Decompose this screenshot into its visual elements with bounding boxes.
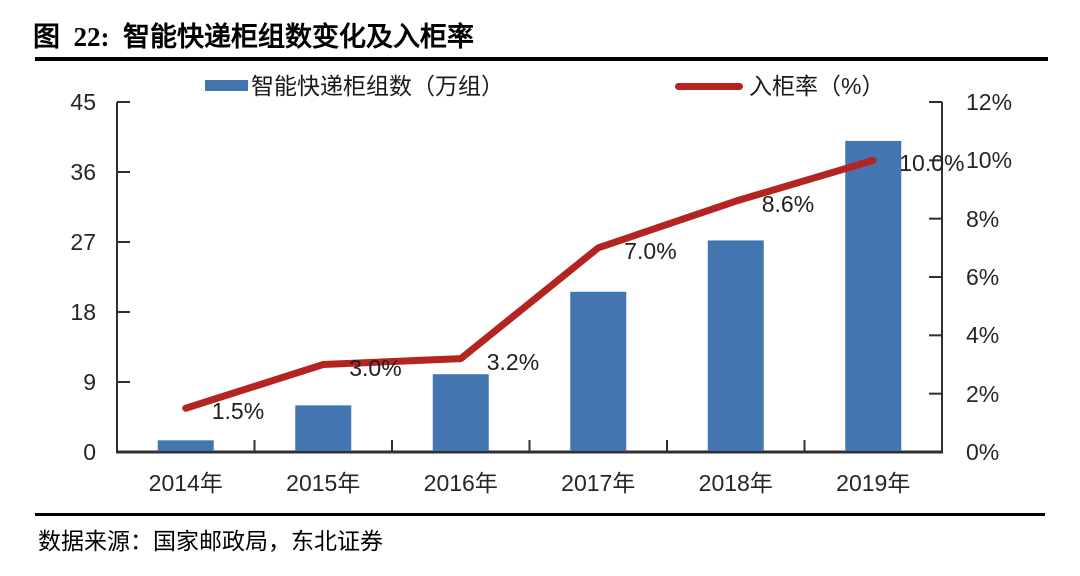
rate-data-label-2019年: 10.0% [899, 150, 965, 177]
data-source-text: 数据来源：国家邮政局，东北证券 [38, 529, 383, 554]
left-axis-label-45: 45 [70, 89, 96, 115]
bar-2018年 [707, 240, 764, 451]
left-axis-label-18: 18 [70, 299, 96, 325]
left-axis-label-36: 36 [70, 159, 96, 185]
rate-data-label-2015年: 3.0% [349, 354, 402, 381]
rate-data-label-2018年: 8.6% [761, 191, 815, 218]
source-divider [35, 513, 1045, 516]
bar-2017年 [570, 291, 627, 451]
title-underline [35, 57, 1048, 61]
right-axis-label-6%: 6% [966, 264, 1000, 290]
bar-2019年 [845, 140, 902, 451]
rate-line [182, 156, 877, 412]
right-axis-label-10%: 10% [966, 147, 1013, 174]
left-axis-label-27: 27 [70, 229, 96, 255]
bar-series-swatch [205, 80, 248, 91]
bar-series-legend-label: 智能快递柜组数（万组） [251, 73, 504, 99]
x-axis-label-2014年: 2014年 [148, 470, 223, 496]
x-axis-label-2016年: 2016年 [423, 470, 498, 496]
bar-2014年 [157, 440, 214, 451]
bar-2016年 [432, 374, 489, 451]
left-axis-label-0: 0 [83, 439, 96, 465]
right-axis-label-0%: 0% [966, 439, 1000, 465]
rate-data-label-2017年: 7.0% [624, 237, 677, 264]
right-axis-label-12%: 12% [966, 89, 1013, 115]
rate-data-label-2016年: 3.2% [486, 348, 540, 375]
left-axis-label-9: 9 [83, 369, 96, 395]
line-series-legend-label: 入柜率（%） [749, 73, 885, 99]
right-axis-label-4%: 4% [966, 322, 1000, 349]
right-axis-label-2%: 2% [966, 380, 1000, 407]
x-axis-label-2017年: 2017年 [561, 470, 636, 496]
x-axis-label-2018年: 2018年 [698, 470, 773, 496]
rate-data-label-2014年: 1.5% [211, 398, 265, 425]
line-series-swatch [675, 83, 743, 90]
x-axis-label-2015年: 2015年 [286, 470, 361, 496]
bar-2015年 [295, 405, 352, 451]
figure-title: 图 22: 智能快递柜组数变化及入柜率 [33, 22, 474, 52]
right-axis-label-8%: 8% [966, 205, 1000, 232]
x-axis-label-2019年: 2019年 [836, 470, 911, 496]
